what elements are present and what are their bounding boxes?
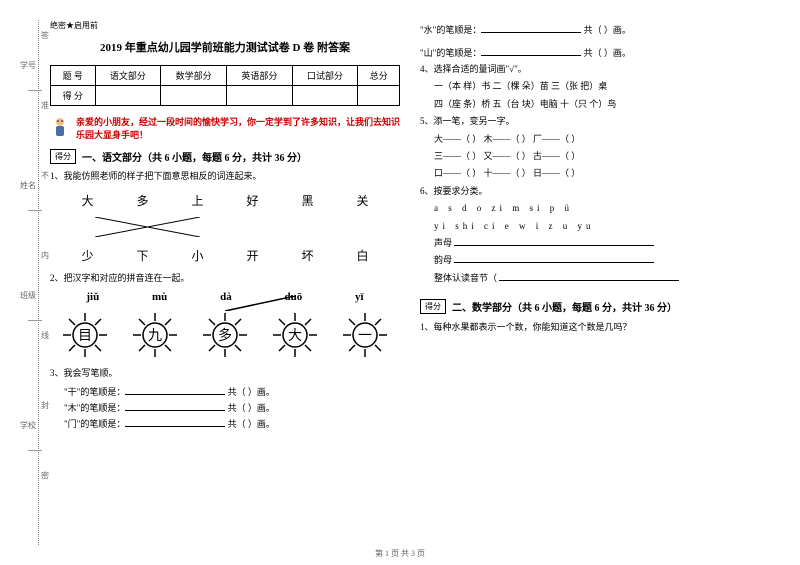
binding-mark: 封: [41, 400, 49, 411]
binding-mark: 不: [41, 170, 49, 181]
connect-line: [50, 296, 400, 311]
binding-label: 学号: [20, 60, 36, 71]
table-header: 语文部分: [95, 66, 161, 86]
sun-icon: 目: [61, 311, 109, 359]
question-text: 3、我会写笔顺。: [50, 367, 400, 381]
sun-icon: 一: [341, 311, 389, 359]
binding-mark: 内: [41, 250, 49, 261]
match-char: 黑: [301, 192, 313, 209]
match-char: 小: [191, 247, 203, 264]
match-char: 坏: [301, 247, 313, 264]
match-char: 关: [356, 192, 368, 209]
match-top-row: 大 多 上 好 黑 关: [60, 192, 390, 209]
binding-mark: 线: [41, 330, 49, 341]
secret-label: 绝密★启用前: [50, 20, 400, 31]
binding-mark: 密: [41, 470, 49, 481]
question-text: 1、我能仿照老师的样子把下面意思相反的词连起来。: [50, 170, 400, 184]
transform-row: 三——（ ） 又——（ ） 古——（ ）: [434, 149, 770, 163]
match-char: 下: [136, 247, 148, 264]
table-cell: [95, 86, 161, 106]
stroke-item: "水"的笔顺是： 共（ ）画。: [420, 23, 770, 36]
section-title: 一、语文部分（共 6 小题，每题 6 分，共计 36 分）: [82, 149, 307, 164]
score-box: 得分: [420, 299, 446, 314]
question-text: 2、把汉字和对应的拼音连在一起。: [50, 272, 400, 286]
question-text: 5、添一笔，变另一字。: [420, 114, 770, 128]
table-header: 数学部分: [161, 66, 227, 86]
match-char: 好: [246, 192, 258, 209]
category-line: 声母: [434, 236, 770, 250]
binding-underline: [28, 320, 42, 321]
binding-underline: [28, 450, 42, 451]
svg-text:一: 一: [358, 329, 372, 344]
binding-underline: [28, 90, 42, 91]
binding-dotted-line: [38, 20, 39, 545]
score-box: 得分: [50, 149, 76, 164]
binding-mark: 答: [41, 30, 49, 41]
letter-row: a s d o zi m si p ü: [434, 201, 770, 215]
binding-underline: [28, 210, 42, 211]
svg-text:多: 多: [218, 327, 232, 344]
binding-label: 班级: [20, 290, 36, 301]
binding-label: 姓名: [20, 180, 36, 191]
transform-row: 口——（ ） 十——（ ） 日——（ ）: [434, 166, 770, 180]
match-char: 多: [136, 192, 148, 209]
table-cell: [226, 86, 292, 106]
measure-item: 四（座 条）桥 五（台 块）电脑 十（只 个）鸟: [434, 97, 770, 111]
match-char: 少: [81, 247, 93, 264]
transform-row: 大——（ ） 木——（ ） 厂——（ ）: [434, 132, 770, 146]
table-header: 口试部分: [292, 66, 358, 86]
svg-text:九: 九: [148, 328, 162, 344]
question-text: 1、每种水果都表示一个数，你能知道这个数是几吗？: [420, 320, 770, 334]
stroke-item: "木"的笔顺是： 共（ ）画。: [64, 401, 400, 414]
score-table: 题 号 语文部分 数学部分 英语部分 口试部分 总分 得 分: [50, 65, 400, 106]
table-cell: [292, 86, 358, 106]
sun-icon: 大: [271, 311, 319, 359]
table-cell: [161, 86, 227, 106]
table-cell: [358, 86, 400, 106]
table-cell: 得 分: [51, 86, 96, 106]
stroke-item: "山"的笔顺是： 共（ ）画。: [420, 46, 770, 59]
sun-icon: 九: [131, 311, 179, 359]
section-title: 二、数学部分（共 6 小题，每题 6 分，共计 36 分）: [452, 299, 677, 314]
question-text: 6、按要求分类。: [420, 184, 770, 198]
svg-text:目: 目: [78, 329, 92, 344]
question-text: 4、选择合适的量词画"√"。: [420, 62, 770, 76]
match-char: 白: [356, 247, 368, 264]
svg-text:大: 大: [288, 328, 302, 344]
match-bottom-row: 少 下 小 开 坏 白: [60, 247, 390, 264]
sun-icon: 多: [201, 311, 249, 359]
page-footer: 第 1 页 共 3 页: [0, 548, 800, 559]
binding-mark: 准: [41, 100, 49, 111]
table-header: 总分: [358, 66, 400, 86]
sun-row: 目 九 多 大 一: [50, 311, 400, 359]
match-char: 上: [191, 192, 203, 209]
stroke-item: "干"的笔顺是： 共（ ）画。: [64, 385, 400, 398]
child-icon: [50, 116, 70, 140]
table-header: 英语部分: [226, 66, 292, 86]
measure-item: 一（本 样）书 二（棵 朵）苗 三（张 把）桌: [434, 79, 770, 93]
table-header: 题 号: [51, 66, 96, 86]
letter-row: yi shi ci e w i z u yu: [434, 219, 770, 233]
match-char: 大: [81, 192, 93, 209]
binding-label: 学校: [20, 420, 36, 431]
match-lines: [50, 217, 400, 237]
exam-title: 2019 年重点幼儿园学前班能力测试试卷 D 卷 附答案: [50, 39, 400, 55]
match-char: 开: [246, 247, 258, 264]
category-line: 整体认读音节（: [434, 271, 770, 285]
category-line: 韵母: [434, 253, 770, 267]
intro-text: 亲爱的小朋友，经过一段时间的愉快学习，你一定学到了许多知识，让我们去知识乐园大显…: [76, 116, 400, 141]
stroke-item: "门"的笔顺是： 共（ ）画。: [64, 417, 400, 430]
